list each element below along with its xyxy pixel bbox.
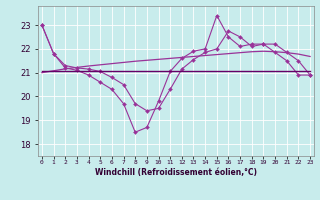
X-axis label: Windchill (Refroidissement éolien,°C): Windchill (Refroidissement éolien,°C) bbox=[95, 168, 257, 177]
